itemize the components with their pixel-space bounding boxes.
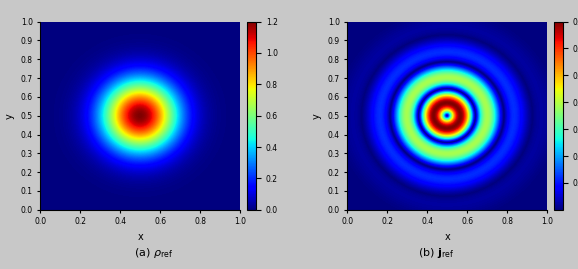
X-axis label: x: x — [444, 232, 450, 242]
Y-axis label: y: y — [5, 113, 15, 119]
Text: (a) $\rho_{\mathrm{ref}}$: (a) $\rho_{\mathrm{ref}}$ — [134, 246, 173, 260]
Text: (b) $\mathbf{j}_{\mathrm{ref}}$: (b) $\mathbf{j}_{\mathrm{ref}}$ — [418, 246, 454, 260]
X-axis label: x: x — [138, 232, 143, 242]
Y-axis label: y: y — [312, 113, 322, 119]
